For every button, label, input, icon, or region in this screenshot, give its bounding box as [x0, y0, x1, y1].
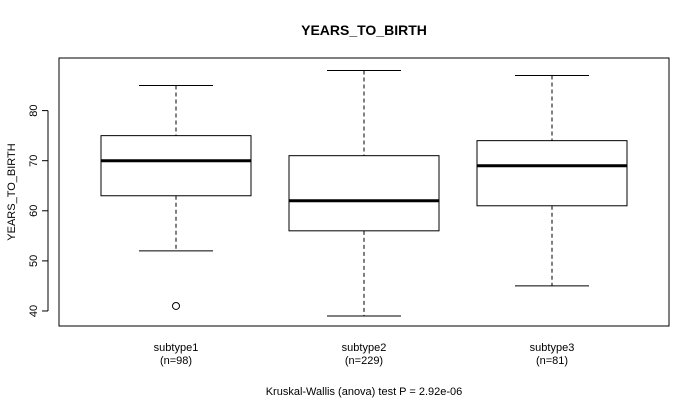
- x-category-count: (n=229): [345, 355, 383, 367]
- x-category-label: subtype3: [530, 342, 575, 354]
- chart-title: YEARS_TO_BIRTH: [301, 22, 427, 38]
- test-statistic-footnote: Kruskal-Wallis (anova) test P = 2.92e-06: [266, 386, 463, 398]
- x-axis-labels: subtype1(n=98) subtype2(n=229) subtype3(n=…: [154, 342, 575, 367]
- y-tick-label: 40: [28, 305, 40, 317]
- iqr-box: [100, 135, 252, 197]
- x-category-count: (n=98): [160, 355, 192, 367]
- y-tick-label: 80: [28, 104, 40, 116]
- box-series: [100, 70, 628, 317]
- iqr-box: [288, 155, 440, 232]
- y-axis: 40 50 60 70 80: [28, 104, 49, 317]
- box-subtype3: [476, 75, 628, 287]
- y-tick-label: 70: [28, 155, 40, 167]
- y-axis-label: YEARS_TO_BIRTH: [6, 143, 18, 240]
- y-tick-label: 60: [28, 205, 40, 217]
- box-subtype1: [100, 85, 252, 310]
- box-subtype2: [288, 70, 440, 317]
- x-category-count: (n=81): [536, 355, 568, 367]
- x-category-label: subtype2: [342, 342, 387, 354]
- x-category-label: subtype1: [154, 342, 199, 354]
- y-tick-label: 50: [28, 255, 40, 267]
- plot-frame: [58, 57, 670, 327]
- iqr-box: [476, 140, 628, 207]
- outlier-point: [172, 301, 180, 310]
